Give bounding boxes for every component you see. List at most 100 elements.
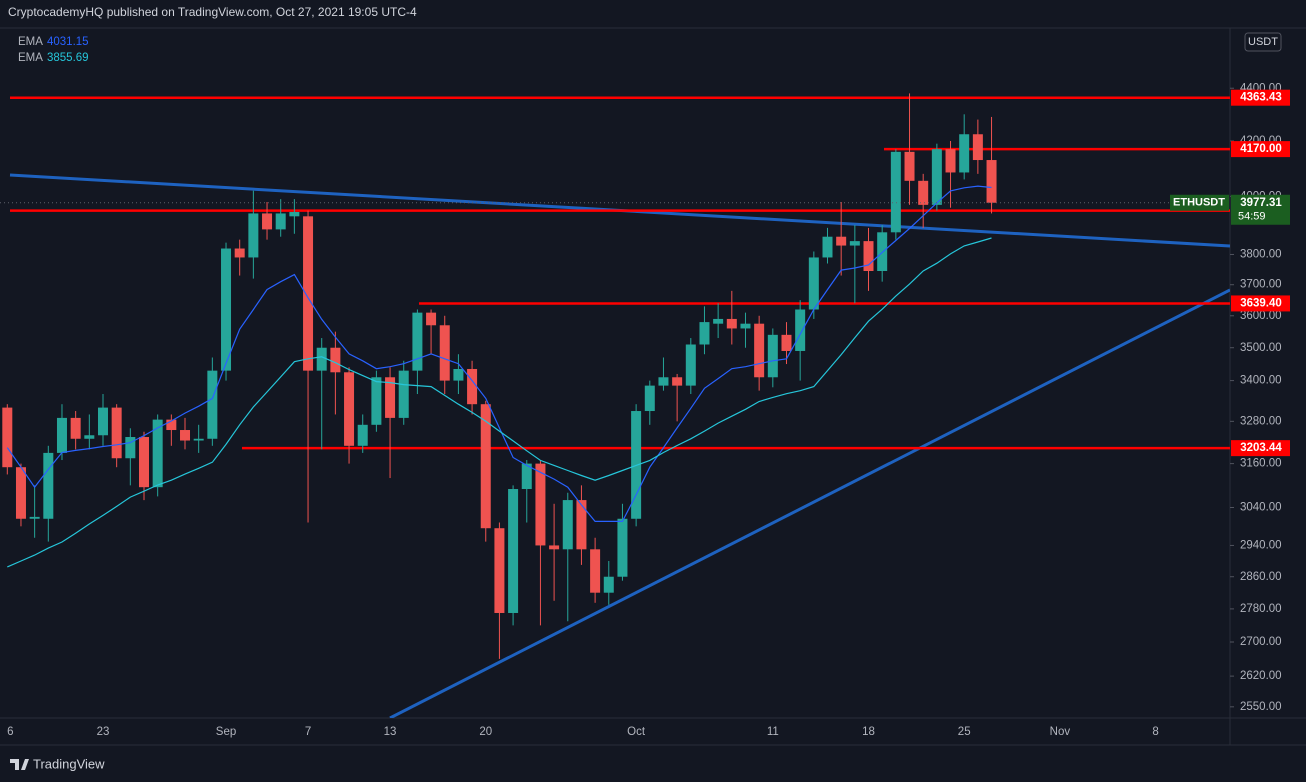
candle-body — [658, 377, 669, 386]
candle-body — [918, 180, 929, 205]
candle-body — [795, 309, 806, 351]
candle-body — [357, 424, 368, 446]
candle-body — [890, 151, 901, 233]
candle-body — [849, 241, 860, 246]
currency: USDT — [1248, 36, 1278, 48]
level-label-box — [1231, 89, 1290, 106]
legend-value: 4031.15 — [47, 36, 89, 48]
plot — [0, 93, 1230, 659]
candle-body — [808, 257, 819, 310]
candle-body — [781, 334, 792, 351]
candle-body — [262, 213, 273, 230]
x-tick-label: Oct — [627, 726, 646, 738]
candle-body — [959, 134, 970, 173]
candle-body — [166, 419, 177, 431]
y-tick-label: 2780.00 — [1240, 603, 1282, 615]
candle-body — [344, 372, 355, 446]
countdown: 54:59 — [1238, 211, 1266, 223]
level-label-box — [1231, 440, 1290, 457]
candle-body — [904, 151, 915, 181]
y-tick-label: 2550.00 — [1240, 701, 1282, 713]
x-tick-label: 23 — [97, 726, 110, 738]
candle-body — [289, 212, 300, 217]
footer-logo: TradingView — [10, 756, 105, 771]
candle-body — [549, 545, 560, 550]
candle-body — [29, 516, 40, 519]
candle-body — [207, 370, 218, 439]
candle-body — [439, 325, 450, 381]
candle-body — [2, 407, 13, 468]
candle-body — [371, 377, 382, 425]
y-tick-label: 2700.00 — [1240, 636, 1282, 648]
level-label: 3203.44 — [1240, 442, 1282, 454]
candle-body — [15, 467, 26, 519]
y-tick-label: 2940.00 — [1240, 539, 1282, 551]
ema-line — [6, 185, 992, 522]
candle-body — [494, 528, 505, 613]
x-tick-label: 7 — [305, 726, 311, 738]
logo-icon — [10, 759, 29, 770]
symbol-box — [1170, 194, 1229, 211]
candle-body — [767, 334, 778, 378]
y-tick-label: 3800.00 — [1240, 249, 1282, 261]
candle-body — [726, 318, 737, 329]
x-tick-label: 18 — [862, 726, 875, 738]
candle-body — [248, 213, 259, 258]
x-tick-label: Nov — [1050, 726, 1071, 738]
candle-body — [535, 463, 546, 546]
legend-value: 3855.69 — [47, 52, 89, 64]
candle-body — [603, 576, 614, 593]
candle-body — [139, 437, 149, 488]
candle-body — [316, 347, 327, 371]
candle-body — [699, 322, 710, 345]
x-tick-label: 11 — [767, 726, 779, 738]
x-tick-label: Sep — [216, 726, 236, 738]
y-tick-label: 3400.00 — [1240, 375, 1282, 387]
candle-body — [412, 312, 423, 371]
candle-body — [303, 216, 314, 371]
candle-body — [672, 377, 683, 386]
candle-body — [986, 160, 997, 203]
candle-body — [234, 248, 245, 258]
candle-body — [426, 312, 437, 326]
candle-body — [644, 385, 655, 412]
candle-body — [56, 417, 67, 453]
level-label: 4363.43 — [1240, 92, 1282, 104]
candle-body — [385, 377, 396, 418]
candle-body — [97, 407, 108, 436]
y-tick-label: 2860.00 — [1240, 571, 1282, 583]
candle-body — [275, 213, 286, 230]
candle-body — [972, 134, 983, 161]
legend-name: EMA — [18, 36, 43, 48]
header-title: CryptocademyHQ published on TradingView.… — [8, 5, 417, 19]
legend-name: EMA — [18, 52, 43, 64]
candle-body — [863, 241, 874, 272]
y-tick-label: 3040.00 — [1240, 502, 1282, 514]
level-label: 3639.40 — [1240, 297, 1282, 309]
brand: TradingView — [33, 756, 105, 771]
x-tick-label: 25 — [958, 726, 971, 738]
trend-line — [389, 288, 1230, 718]
y-tick-label: 2620.00 — [1240, 670, 1282, 682]
currency-badge — [1244, 32, 1282, 52]
x-tick-label: 6 — [7, 726, 13, 738]
candle-body — [508, 489, 519, 613]
candle-body — [685, 344, 696, 386]
candle-body — [945, 149, 956, 173]
candle-body — [111, 407, 122, 459]
candle-body — [398, 370, 409, 418]
y-tick-label: 3700.00 — [1240, 279, 1282, 291]
candle-body — [193, 438, 204, 441]
y-tick-label: 3500.00 — [1240, 342, 1282, 354]
y-tick-label: 3280.00 — [1240, 415, 1282, 427]
candle-body — [590, 549, 601, 593]
candle-body — [330, 347, 341, 373]
candle-body — [84, 435, 95, 439]
candle-body — [152, 419, 163, 488]
symbol-label: ETHUSDT — [1173, 197, 1225, 209]
y-tick-label: 3160.00 — [1240, 458, 1282, 470]
candle-body — [617, 518, 628, 577]
candle-body — [713, 318, 724, 324]
candle-body — [480, 404, 491, 529]
